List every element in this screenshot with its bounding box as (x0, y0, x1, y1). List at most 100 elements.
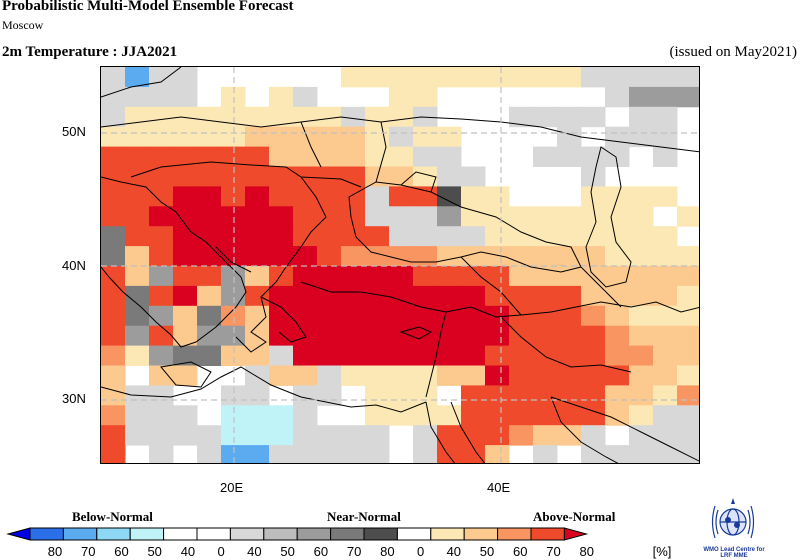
grid-cell (125, 146, 150, 167)
grid-cell (173, 126, 198, 148)
grid-cell (413, 246, 438, 267)
grid-cell (125, 285, 150, 307)
grid-cell (197, 305, 222, 327)
grid-cell (557, 405, 582, 426)
grid-cell (269, 106, 294, 128)
grid-cell (389, 305, 414, 327)
grid-cell (653, 285, 678, 307)
grid-cell (269, 186, 294, 207)
grid-cell (509, 67, 534, 88)
grid-cell (437, 405, 462, 426)
colorbar-box (330, 527, 365, 541)
colorbar-box (229, 527, 265, 541)
colorbar-arrow-left (6, 527, 31, 541)
grid-cell (605, 126, 630, 148)
grid-cell (557, 425, 582, 446)
grid-cell (149, 206, 174, 227)
grid-cell (629, 86, 654, 108)
grid-cell (149, 425, 174, 446)
legend-above-normal: Above-Normal (533, 509, 616, 524)
grid-cell (149, 266, 174, 287)
grid-cell (293, 385, 318, 406)
grid-cell (365, 345, 390, 366)
grid-cell (245, 405, 270, 426)
grid-cell (677, 385, 699, 406)
grid-cell (461, 186, 486, 207)
grid-cell (269, 425, 294, 446)
grid-cell (293, 445, 318, 463)
colorbar-tick-label: 0 (218, 544, 225, 559)
grid-cell (173, 86, 198, 108)
grid-cell (101, 405, 126, 426)
grid-cell (125, 206, 150, 227)
grid-cell (677, 445, 699, 463)
grid-cell (677, 365, 699, 386)
colorbar-tick-label: 80 (48, 544, 62, 559)
grid-cell (221, 86, 246, 108)
colorbar-box (396, 527, 432, 541)
grid-cell (605, 67, 630, 88)
grid-cell (173, 425, 198, 446)
colorbar-tick-label: 50 (147, 544, 161, 559)
grid-cell (197, 186, 222, 207)
colorbar-box (129, 527, 165, 541)
grid-cell (245, 206, 270, 227)
legend-below-normal: Below-Normal (72, 509, 153, 524)
grid-cell (533, 425, 558, 446)
grid-cell (461, 405, 486, 426)
grid-cell (245, 146, 270, 167)
grid-cell (581, 385, 606, 406)
coastlines (101, 67, 699, 463)
grid-cell (677, 345, 699, 366)
grid-cell (653, 266, 678, 287)
grid-cell (629, 325, 654, 347)
grid-cell (269, 445, 294, 463)
grid-cell (653, 226, 678, 247)
grid-cell (629, 186, 654, 207)
grid-cell (221, 405, 246, 426)
grid-cell (461, 206, 486, 227)
grid-cell (653, 445, 678, 463)
grid-cell (101, 266, 126, 287)
grid-cell (221, 106, 246, 128)
grid-cell (605, 305, 630, 327)
grid-cell (101, 325, 126, 347)
grid-cell (461, 285, 486, 307)
grid-cell (437, 365, 462, 386)
grid-cell (341, 345, 366, 366)
grid-cell (125, 67, 150, 88)
lat-label-30n: 30N (62, 391, 86, 406)
grid-cell (101, 67, 126, 88)
grid-cell (293, 285, 318, 307)
grid-cell (221, 425, 246, 446)
grid-cell (653, 305, 678, 327)
grid-cell (221, 285, 246, 307)
grid-cell (605, 345, 630, 366)
grid-cell (269, 345, 294, 366)
grid-cell (461, 385, 486, 406)
grid-cell (557, 246, 582, 267)
grid-cell (173, 365, 198, 386)
grid-cell (677, 325, 699, 347)
grid-cell (341, 365, 366, 386)
grid-cell (365, 325, 390, 347)
logo-caption-line1: WMO Lead Centre for (703, 547, 765, 553)
grid-cell (653, 365, 678, 386)
grid-cell (389, 226, 414, 247)
grid-cell (581, 206, 606, 227)
colorbar-tick-label: 70 (81, 544, 95, 559)
grid-cell (605, 206, 630, 227)
grid-cell (605, 445, 630, 463)
grid-cell (173, 146, 198, 167)
grid-cell (197, 146, 222, 167)
grid-cell (173, 285, 198, 307)
grid-cell (509, 285, 534, 307)
grid-cell (269, 86, 294, 108)
grid-cell (509, 226, 534, 247)
grid-cell (389, 365, 414, 386)
colorbar-box (363, 527, 398, 541)
colorbar-box (497, 527, 532, 541)
grid-cell (557, 106, 582, 128)
colorbar-box (430, 527, 465, 541)
grid-cell (461, 266, 486, 287)
